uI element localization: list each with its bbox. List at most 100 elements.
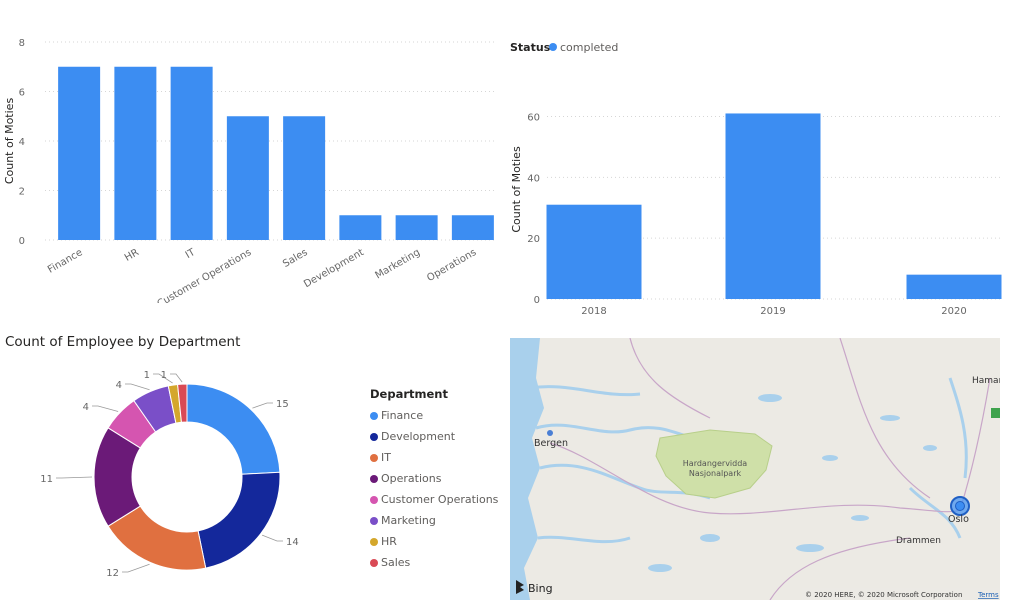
donut-chart-title: Count of Employee by Department bbox=[5, 334, 241, 350]
legend-item[interactable]: completed bbox=[560, 41, 618, 54]
legend-item-development[interactable]: Development bbox=[370, 426, 498, 447]
bar-hr[interactable] bbox=[114, 66, 157, 240]
label-leader-line bbox=[122, 563, 150, 573]
x-tick-label: Customer Operations bbox=[155, 247, 253, 303]
bar-it[interactable] bbox=[170, 66, 213, 240]
y-axis-label: Count of Moties bbox=[3, 98, 16, 185]
label-leader-line bbox=[170, 373, 183, 383]
legend-label: Development bbox=[381, 430, 456, 443]
bar-customer-operations[interactable] bbox=[226, 116, 269, 240]
donut-data-label: 4 bbox=[83, 402, 89, 413]
x-tick-label: 2020 bbox=[941, 306, 966, 317]
city-label-hamar: Hamar bbox=[972, 376, 1000, 386]
y-tick-label: 8 bbox=[19, 38, 25, 49]
city-label-oslo: Oslo bbox=[948, 514, 969, 525]
map-fjords bbox=[529, 377, 968, 544]
legend-label: IT bbox=[381, 451, 391, 464]
donut-data-label: 14 bbox=[286, 537, 299, 548]
bar-sales[interactable] bbox=[283, 116, 326, 240]
legend-item-marketing[interactable]: Marketing bbox=[370, 510, 498, 531]
y-tick-label: 2 bbox=[19, 187, 25, 198]
bar-2018[interactable] bbox=[546, 204, 642, 299]
donut-data-label: 1 bbox=[144, 370, 150, 381]
legend-item-it[interactable]: IT bbox=[370, 447, 498, 468]
x-tick-label: HR bbox=[123, 247, 141, 264]
legend-label: Finance bbox=[381, 409, 424, 422]
label-leader-line bbox=[153, 373, 173, 384]
bar-2019[interactable] bbox=[725, 113, 821, 299]
legend-label: HR bbox=[381, 535, 397, 548]
bar-operations[interactable] bbox=[451, 215, 494, 240]
legend-label: Marketing bbox=[381, 514, 436, 527]
map-copyright: © 2020 HERE, © 2020 Microsoft Corporatio… bbox=[805, 591, 962, 599]
year-bar-chart: Status completed 0 20 40 60 Count of Moties 201… bbox=[510, 41, 1002, 317]
bar-marketing[interactable] bbox=[395, 215, 438, 240]
legend-item-operations[interactable]: Operations bbox=[370, 468, 498, 489]
donut-slice-development[interactable] bbox=[197, 471, 281, 569]
y-tick-label: 0 bbox=[19, 236, 25, 247]
donut-data-label: 12 bbox=[106, 568, 119, 579]
legend-item-customer-operations[interactable]: Customer Operations bbox=[370, 489, 498, 510]
y-tick-label: 60 bbox=[527, 113, 540, 124]
bar-development[interactable] bbox=[339, 215, 382, 240]
donut-data-label: 15 bbox=[276, 399, 289, 410]
oslo-data-point-inner bbox=[955, 501, 965, 511]
legend-dot bbox=[370, 411, 378, 420]
x-tick-label: Development bbox=[302, 247, 366, 290]
y-tick-label: 4 bbox=[19, 137, 25, 148]
legend-dot bbox=[549, 43, 557, 51]
department-legend: Department Finance Development IT Operation… bbox=[370, 387, 498, 573]
x-tick-label: Finance bbox=[46, 247, 85, 276]
y-tick-label: 0 bbox=[534, 295, 540, 306]
legend-label: Sales bbox=[381, 556, 411, 569]
national-park-area bbox=[655, 429, 773, 499]
legend-dot bbox=[370, 495, 378, 504]
x-tick-label: Sales bbox=[281, 247, 310, 270]
bing-logo-icon bbox=[516, 580, 524, 594]
legend-item-finance[interactable]: Finance bbox=[370, 405, 498, 426]
x-tick-label: 2018 bbox=[581, 306, 606, 317]
x-tick-label: IT bbox=[184, 247, 198, 262]
map-canvas[interactable]: Bergen Hardangervidda Nasjonalpark Oslo … bbox=[510, 338, 1000, 600]
legend-label: Operations bbox=[381, 472, 442, 485]
donut-slice-finance[interactable] bbox=[186, 383, 281, 475]
legend-label: Customer Operations bbox=[381, 493, 499, 506]
city-label-bergen: Bergen bbox=[534, 438, 568, 449]
y-tick-label: 20 bbox=[527, 234, 540, 245]
label-leader-line bbox=[252, 402, 273, 409]
donut-data-label: 4 bbox=[116, 380, 122, 391]
legend-title: Status bbox=[510, 41, 551, 54]
map-sea bbox=[510, 338, 544, 600]
y-tick-label: 40 bbox=[527, 173, 540, 184]
x-tick-label: 2019 bbox=[760, 306, 785, 317]
map-lakes bbox=[648, 394, 937, 572]
map-visual[interactable]: Bergen Hardangervidda Nasjonalpark Oslo … bbox=[510, 338, 1000, 600]
donut-data-label: 1 bbox=[161, 370, 167, 381]
department-bar-chart: 0 2 4 6 8 Count of Moties Finance HR ITCustomer … bbox=[3, 38, 495, 303]
legend-dot bbox=[370, 453, 378, 462]
bar-2020[interactable] bbox=[906, 274, 1002, 299]
legend-dot bbox=[370, 558, 378, 567]
donut-slice-sales[interactable] bbox=[177, 383, 188, 423]
park-label-line2: Nasjonalpark bbox=[689, 469, 742, 478]
map-attribution-bg bbox=[802, 588, 1000, 600]
legend-dot bbox=[370, 432, 378, 441]
legend-item-sales[interactable]: Sales bbox=[370, 552, 498, 573]
bergen-marker[interactable] bbox=[547, 430, 553, 436]
legend-item-hr[interactable]: HR bbox=[370, 531, 498, 552]
bing-brand-label: Bing bbox=[528, 582, 553, 595]
label-leader-line bbox=[261, 534, 283, 542]
map-terms-link[interactable]: Terms bbox=[977, 591, 999, 599]
road-sign-marker bbox=[991, 408, 1000, 418]
city-label-drammen: Drammen bbox=[896, 536, 941, 546]
label-leader-line bbox=[56, 476, 93, 479]
donut-data-label: 11 bbox=[40, 474, 53, 485]
y-tick-label: 6 bbox=[19, 88, 25, 99]
legend-title: Department bbox=[370, 387, 448, 401]
park-label-line1: Hardangervidda bbox=[683, 459, 748, 468]
legend-dot bbox=[370, 474, 378, 483]
x-tick-label: Marketing bbox=[373, 247, 422, 281]
bar-finance[interactable] bbox=[58, 66, 101, 240]
x-tick-label: Operations bbox=[425, 247, 478, 284]
